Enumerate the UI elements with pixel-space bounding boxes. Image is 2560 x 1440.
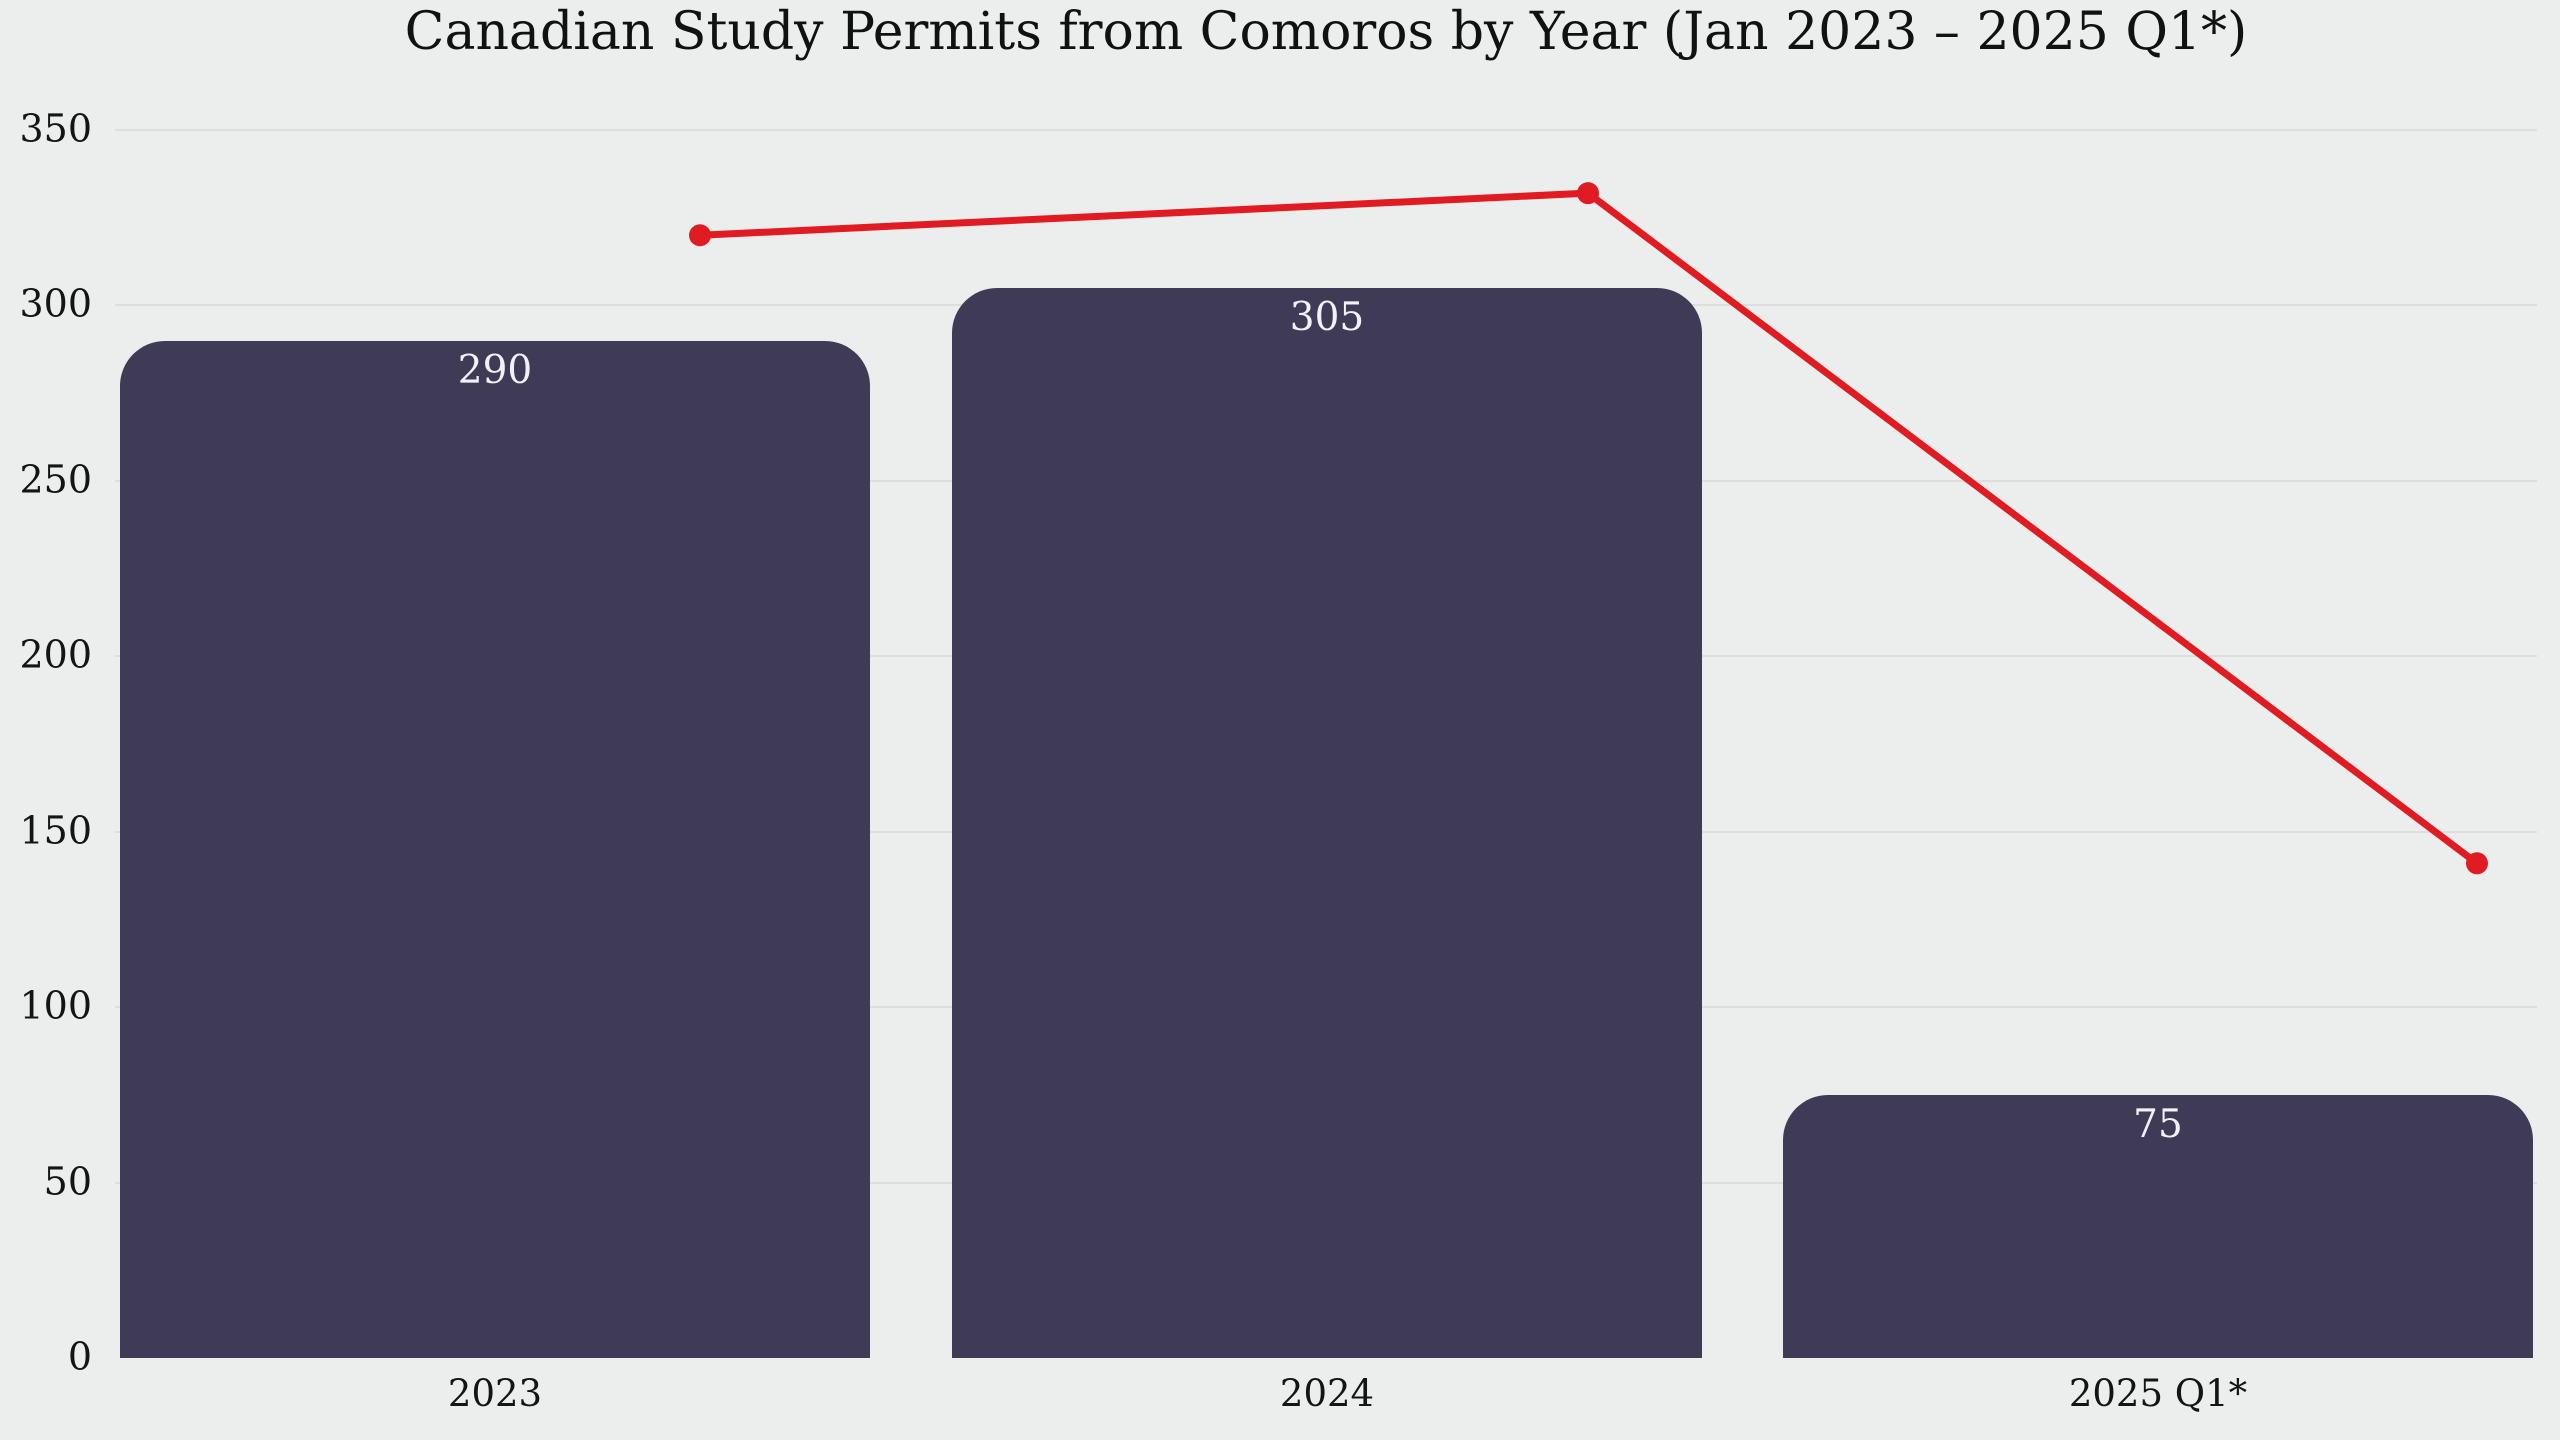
bar-value-label-2025-q1: 75 [2133,1101,2183,1147]
chart-title: Canadian Study Permits from Comoros by Y… [404,2,2248,62]
trend-line-point-2023 [689,224,711,247]
y-tick-label-200: 200 [19,632,92,677]
bar-2025-q1: 75 [1783,1094,2533,1358]
bar-2024: 305 [952,287,1702,1358]
x-label-2023: 2023 [447,1372,543,1415]
bar-value-label-2023: 290 [457,347,533,393]
y-tick-label-150: 150 [19,808,92,853]
y-tick-label-250: 250 [19,457,92,502]
trend-line-point-2024 [1577,182,1599,205]
x-label-2024: 2024 [1279,1372,1375,1415]
y-tick-label-300: 300 [19,281,92,326]
gridline-350 [115,129,2537,131]
y-tick-label-350: 350 [19,106,92,151]
y-tick-label-0: 0 [67,1334,92,1379]
bar-value-label-2024: 305 [1289,294,1365,340]
bar-2023: 290 [120,340,870,1358]
y-tick-label-100: 100 [19,983,92,1028]
trend-line-point-2025-q1 [2466,852,2488,875]
x-label-2025-q1: 2025 Q1* [2068,1372,2248,1415]
y-tick-label-50: 50 [43,1159,92,1204]
